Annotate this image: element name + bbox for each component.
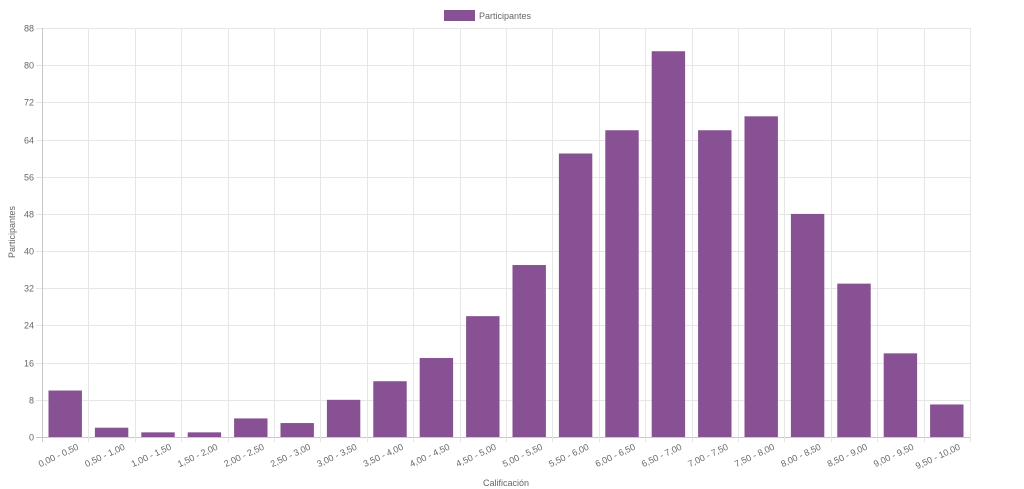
x-tick-label: 4,50 - 5,00 [454, 442, 497, 469]
x-tick-label: 9,50 - 10,00 [914, 442, 962, 471]
y-tick-label: 72 [24, 98, 34, 108]
bar[interactable] [187, 432, 222, 437]
bar[interactable] [744, 116, 778, 437]
x-tick-label: 1,00 - 1,50 [130, 442, 173, 469]
y-tick-label: 56 [24, 173, 34, 183]
bar[interactable] [326, 399, 361, 437]
legend-swatch-participantes [444, 10, 475, 21]
bar[interactable] [883, 353, 918, 437]
bar[interactable] [605, 130, 639, 437]
bar[interactable] [373, 381, 407, 437]
bar[interactable] [930, 404, 964, 437]
grid-lines [36, 28, 971, 442]
bar[interactable] [512, 265, 546, 437]
x-axis-title: Calificación [483, 478, 529, 488]
x-tick-label: 6,00 - 6,50 [594, 442, 637, 469]
x-tick-label: 3,50 - 4,00 [362, 442, 405, 469]
y-axis-title: Participantes [7, 205, 17, 258]
y-tick-label: 80 [24, 61, 34, 71]
x-tick-label: 2,00 - 2,50 [222, 442, 265, 469]
y-axis-ticks: 0 8 16 24 32 40 48 56 64 72 80 88 [24, 24, 34, 443]
x-tick-label: 7,50 - 8,00 [733, 442, 776, 469]
y-tick-label: 88 [24, 24, 34, 34]
x-tick-label: 2,50 - 3,00 [269, 442, 312, 469]
bar[interactable] [558, 153, 593, 437]
y-tick-label: 24 [24, 321, 34, 331]
y-tick-label: 40 [24, 247, 34, 257]
x-tick-label: 3,00 - 3,50 [315, 442, 358, 469]
bar[interactable] [94, 427, 129, 437]
bar[interactable] [419, 357, 454, 437]
bar[interactable] [651, 51, 686, 437]
x-tick-label: 6,50 - 7,00 [640, 442, 683, 469]
x-tick-label: 4,00 - 4,50 [408, 442, 451, 469]
bar[interactable] [280, 423, 314, 437]
bar[interactable] [837, 283, 871, 437]
x-tick-label: 0,50 - 1,00 [83, 442, 126, 469]
x-tick-label: 8,00 - 8,50 [779, 442, 822, 469]
x-tick-label: 5,50 - 6,00 [547, 442, 590, 469]
y-tick-label: 48 [24, 210, 34, 220]
legend-label-participantes: Participantes [479, 11, 532, 21]
bars [48, 51, 964, 437]
x-tick-label: 0,00 - 0,50 [37, 442, 80, 469]
bar[interactable] [790, 213, 825, 437]
x-tick-label: 8,50 - 9,00 [826, 442, 869, 469]
y-tick-label: 16 [24, 359, 34, 369]
x-tick-label: 9,00 - 9,50 [872, 442, 915, 469]
y-tick-label: 32 [24, 284, 34, 294]
bar[interactable] [466, 316, 500, 437]
x-tick-label: 1,50 - 2,00 [176, 442, 219, 469]
y-tick-label: 8 [29, 396, 34, 406]
x-axis-ticks: 0,00 - 0,50 0,50 - 1,00 1,00 - 1,50 1,50 - … [37, 442, 962, 471]
x-tick-label: 7,00 - 7,50 [686, 442, 729, 469]
x-tick-label: 5,00 - 5,50 [501, 442, 544, 469]
bar[interactable] [234, 418, 268, 437]
y-tick-label: 64 [24, 136, 34, 146]
bar[interactable] [698, 130, 732, 437]
legend[interactable]: Participantes [444, 10, 532, 21]
bar[interactable] [141, 432, 175, 437]
bar[interactable] [48, 390, 82, 437]
y-tick-label: 0 [29, 433, 34, 443]
